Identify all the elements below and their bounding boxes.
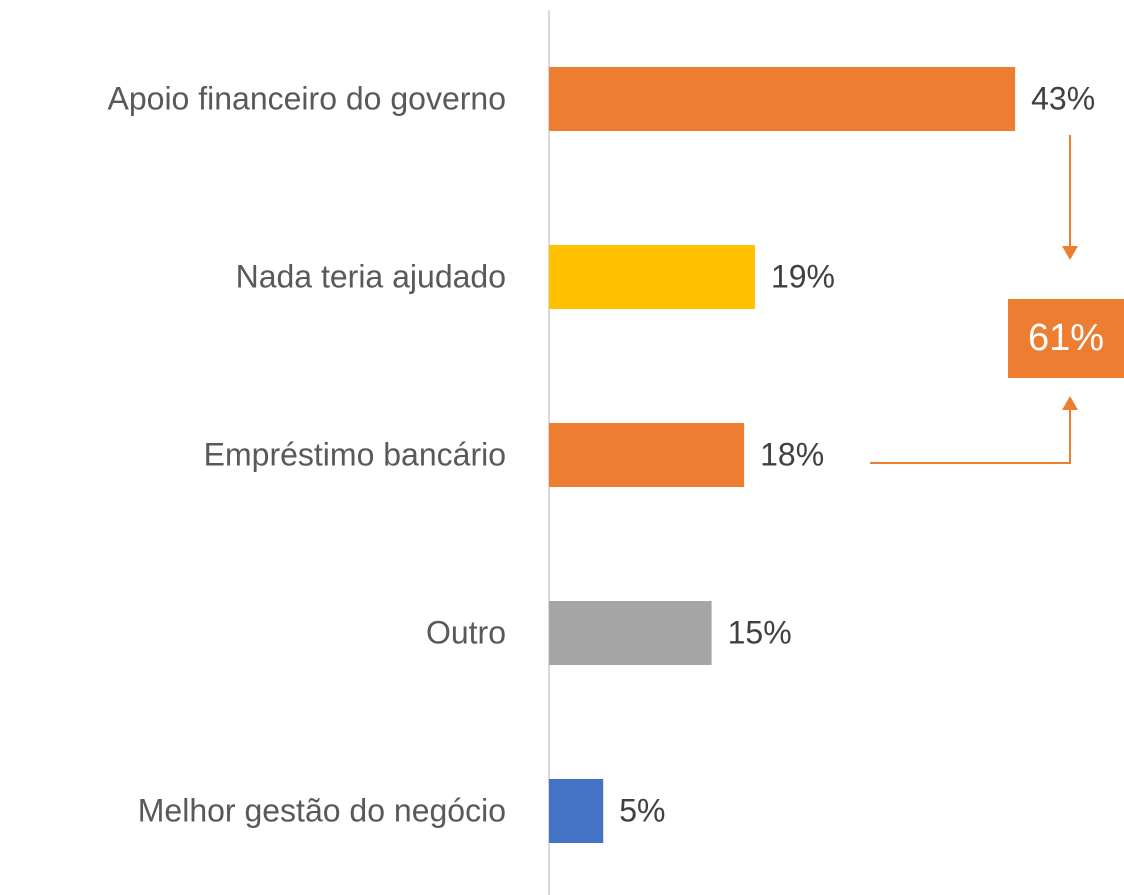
category-label: Nada teria ajudado xyxy=(236,258,506,294)
bar xyxy=(549,423,745,487)
value-label: 5% xyxy=(619,792,665,828)
category-label: Apoio financeiro do governo xyxy=(108,80,507,116)
value-label: 43% xyxy=(1031,80,1095,116)
category-label: Melhor gestão do negócio xyxy=(138,792,506,828)
bar xyxy=(549,67,1016,131)
connector-arrows xyxy=(870,135,1071,464)
category-label: Outro xyxy=(426,614,506,650)
annotation: 61% xyxy=(1028,317,1104,359)
arrowhead xyxy=(1062,396,1078,410)
bar xyxy=(549,779,604,843)
annotation-box xyxy=(1008,299,1124,378)
value-label: 15% xyxy=(728,614,792,650)
bar xyxy=(549,245,755,309)
value-label: 18% xyxy=(760,436,824,472)
category-label: Empréstimo bancário xyxy=(204,436,506,472)
bar xyxy=(549,601,712,665)
arrowhead xyxy=(1062,246,1078,260)
value-label: 19% xyxy=(771,258,835,294)
